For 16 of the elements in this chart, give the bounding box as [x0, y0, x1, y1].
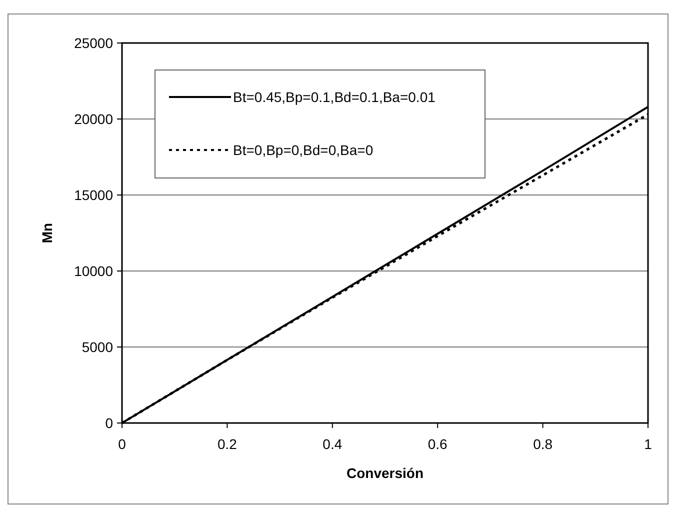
y-tick-label: 0 [105, 414, 114, 431]
legend-label: Bt=0,Bp=0,Bd=0,Ba=0 [233, 142, 374, 158]
x-tick-label: 0.4 [322, 436, 342, 452]
y-axis-title: Mn [39, 222, 55, 244]
y-tick-label: 25000 [74, 34, 114, 51]
x-tick-label: 1 [644, 436, 652, 452]
y-tick-label: 15000 [74, 186, 114, 203]
x-tick-label: 0.2 [217, 436, 238, 452]
y-tick-label: 10000 [74, 262, 114, 279]
legend-label: Bt=0.45,Bp=0.1,Bd=0.1,Ba=0.01 [233, 88, 436, 105]
y-tick-label: 20000 [74, 110, 114, 127]
x-tick-label: 0.6 [428, 436, 448, 452]
x-tick-label: 0 [118, 436, 126, 452]
y-tick-label: 5000 [82, 338, 114, 355]
x-axis-title: Conversión [346, 465, 424, 481]
x-tick-label: 0.8 [533, 436, 553, 452]
